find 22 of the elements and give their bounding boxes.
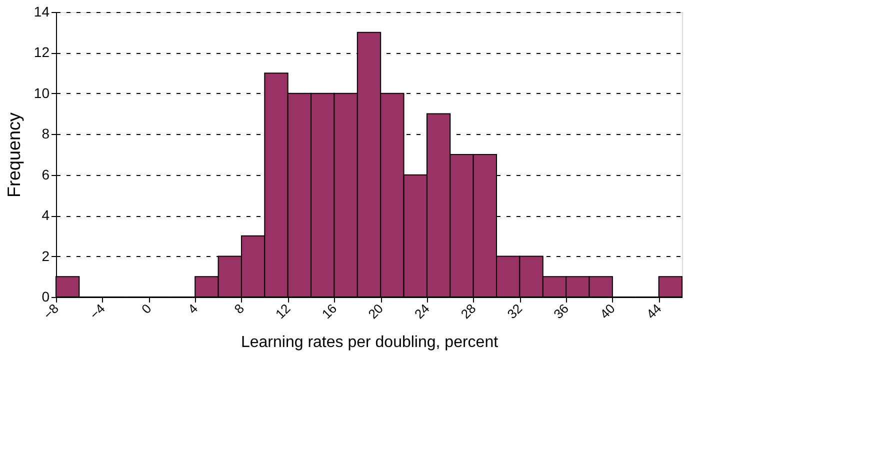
x-tick-label: 4	[184, 300, 201, 317]
x-tick-label: 16	[318, 300, 340, 322]
x-tick-label: 12	[272, 300, 294, 322]
y-tick-label: 6	[42, 166, 50, 182]
y-tick-label: 10	[34, 84, 50, 101]
x-tick-label: 28	[458, 300, 479, 322]
y-tick-label: 2	[42, 248, 50, 264]
x-tick-label: 24	[412, 300, 432, 322]
x-tick-label: 40	[597, 300, 618, 322]
x-tick-label: 32	[504, 300, 526, 322]
y-tick-label: 12	[34, 44, 50, 60]
y-axis-title: Frequency	[4, 112, 24, 198]
x-tick-label: −4	[86, 300, 108, 322]
y-tick-label: 14	[34, 4, 50, 20]
x-tick-label: 0	[138, 300, 154, 317]
y-tick-label: 4	[42, 207, 50, 224]
x-axis-title: Learning rates per doubling, percent	[240, 334, 499, 351]
y-tick-label: 8	[42, 126, 50, 142]
x-tick-label: 36	[550, 300, 572, 322]
x-tick-label: 20	[365, 300, 386, 322]
x-tick-label: 44	[643, 300, 664, 322]
x-tick-label: 8	[231, 300, 247, 317]
